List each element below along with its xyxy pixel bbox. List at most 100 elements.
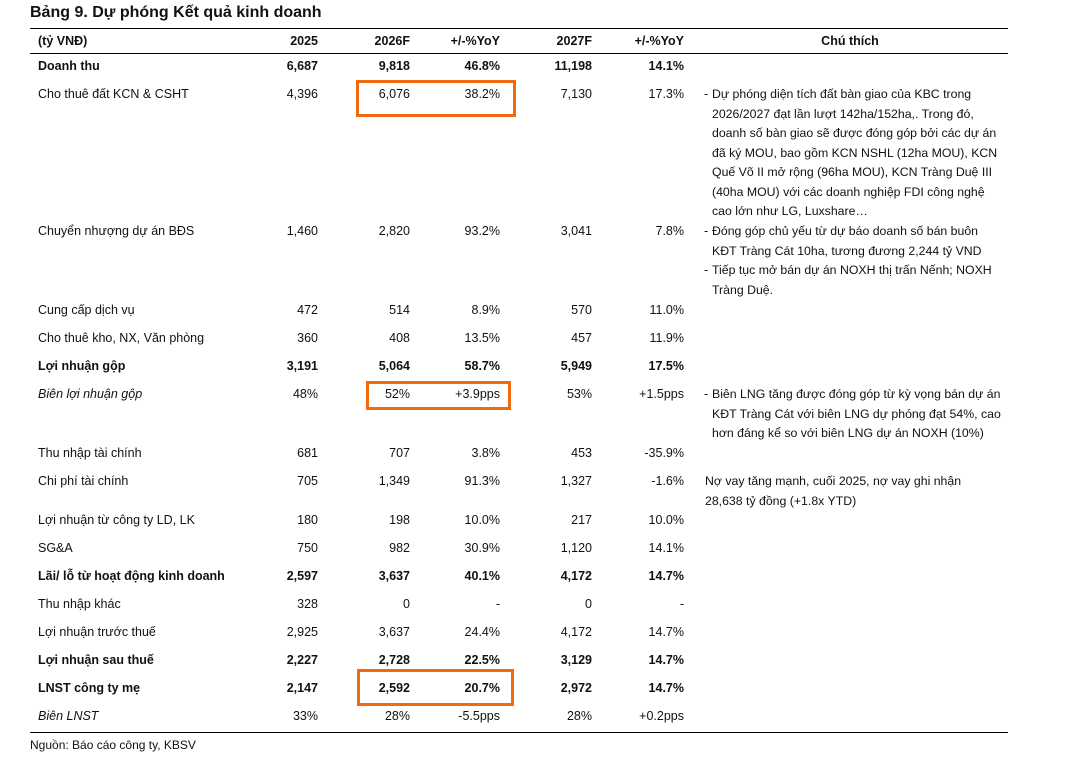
cell: 514 [389, 303, 410, 317]
cell: 20.7% [464, 681, 500, 695]
cell: 2,597 [286, 569, 318, 583]
rule [30, 53, 1008, 54]
note-line: 2026/2027 đạt lần lượt 142ha/152ha,. Tro… [712, 106, 974, 121]
cell: 11.0% [649, 303, 684, 317]
cell: 3,041 [560, 224, 592, 238]
cell: 9,818 [378, 59, 410, 73]
cell: 360 [297, 331, 318, 345]
row-label: Lợi nhuận trước thuế [38, 625, 156, 639]
cell: +1.5pps [639, 387, 684, 401]
cell: 681 [297, 446, 318, 460]
source-note: Nguồn: Báo cáo công ty, KBSV [30, 738, 196, 752]
cell: 3.8% [471, 446, 501, 460]
row-label: LNST công ty mẹ [38, 681, 141, 695]
row-label: Cung cấp dịch vụ [38, 303, 135, 317]
note-line: hơn đáng kể so với biên LNG dự án NOXH (… [712, 426, 984, 440]
cell: 457 [571, 331, 592, 345]
cell: 750 [297, 541, 318, 555]
cell: 6,076 [378, 87, 410, 101]
highlight-box [357, 669, 514, 706]
note-bullet: - [704, 224, 709, 238]
cell: 705 [297, 474, 318, 488]
cell: 1,349 [378, 474, 410, 488]
cell: 3,191 [286, 359, 318, 373]
cell: 58.7% [464, 359, 500, 373]
cell: 2,728 [378, 653, 410, 667]
note-line: KĐT Tràng Cát 10ha, tương đương 2,244 tỷ… [712, 243, 982, 258]
cell: 1,460 [286, 224, 318, 238]
cell: 14.7% [648, 681, 684, 695]
note-line: Đóng góp chủ yếu từ dự báo doanh số bán … [712, 224, 979, 238]
row-label: Chi phí tài chính [38, 474, 129, 488]
header-cell: 2026F [374, 34, 410, 48]
row-label: SG&A [38, 541, 73, 555]
cell: 1,327 [560, 474, 592, 488]
cell: 982 [389, 541, 410, 555]
row-label: Thu nhập tài chính [38, 446, 142, 460]
note-line: cao lớn như LG, Luxshare… [712, 204, 868, 218]
table-title: Bảng 9. Dự phóng Kết quả kinh doanh [30, 4, 322, 21]
cell: 11,198 [554, 59, 592, 73]
cell: 2,147 [286, 681, 318, 695]
row-label: Lãi/ lỗ từ hoạt động kinh doanh [38, 569, 225, 583]
cell: 2,972 [560, 681, 592, 695]
note-line: doanh số bàn giao sẽ được đóng góp bởi c… [712, 126, 997, 140]
cell: 22.5% [464, 653, 500, 667]
cell: 38.2% [464, 87, 500, 101]
cell: - [679, 597, 684, 611]
cell: 3,637 [378, 569, 410, 583]
cell: 2,227 [286, 653, 318, 667]
cell: 14.1% [648, 59, 684, 73]
cell: -1.6% [651, 474, 684, 488]
highlight-box [356, 80, 516, 117]
cell: 7.8% [655, 224, 685, 238]
note-line: Tiếp tục mở bán dự án NOXH thị trấn Nếnh… [712, 263, 992, 277]
row-label: Chuyển nhượng dự án BĐS [38, 224, 195, 238]
cell: 8.9% [471, 303, 501, 317]
cell: 24.4% [464, 625, 500, 639]
header-cell: 2027F [556, 34, 592, 48]
cell: 28% [384, 709, 410, 723]
row-label: Cho thuê đất KCN & CSHT [38, 87, 189, 101]
note-line: Tràng Duệ. [712, 282, 774, 297]
note-bullet: - [704, 387, 709, 401]
header-cell: +/-%YoY [450, 34, 500, 48]
note-line: Quế Võ II mở rộng (96ha MOU), KCN Tràng … [712, 165, 993, 179]
row-label: Lợi nhuận sau thuế [38, 653, 154, 667]
cell: 472 [297, 303, 318, 317]
cell: -35.9% [644, 446, 684, 460]
cell: 14.1% [648, 541, 684, 555]
cell: 3,129 [560, 653, 592, 667]
cell: 4,172 [560, 625, 592, 639]
cell: 0 [403, 597, 410, 611]
cell: +3.9pps [455, 387, 500, 401]
cell: 4,396 [286, 87, 318, 101]
note-line: đã ký MOU, bao gồm KCN NSHL (12ha MOU), … [712, 145, 998, 160]
cell: 5,949 [560, 359, 592, 373]
cell: 14.7% [648, 569, 684, 583]
cell: 570 [571, 303, 592, 317]
cell: 707 [389, 446, 410, 460]
row-label: Lợi nhuận gộp [38, 359, 126, 373]
cell: 48% [292, 387, 318, 401]
note-line: (40ha MOU) với các doanh nghiệp FDI công… [712, 184, 985, 199]
cell: 52% [384, 387, 410, 401]
cell: 10.0% [464, 513, 500, 527]
cell: 6,687 [286, 59, 318, 73]
cell: 2,820 [378, 224, 410, 238]
row-label: Lợi nhuận từ công ty LD, LK [38, 513, 195, 527]
cell: 28% [566, 709, 592, 723]
row-label: Cho thuê kho, NX, Văn phòng [38, 331, 205, 345]
rule [30, 732, 1008, 733]
cell: 93.2% [464, 224, 500, 238]
header-cell: (tỷ VNĐ) [38, 34, 88, 48]
cell: 0 [585, 597, 592, 611]
cell: 408 [389, 331, 410, 345]
note-line: KĐT Tràng Cát với biên LNG dự phóng đạt … [712, 406, 1001, 421]
row-label: Biên LNST [38, 709, 99, 723]
row-label: Doanh thu [38, 59, 100, 73]
cell: 7,130 [560, 87, 592, 101]
cell: 3,637 [378, 625, 410, 639]
